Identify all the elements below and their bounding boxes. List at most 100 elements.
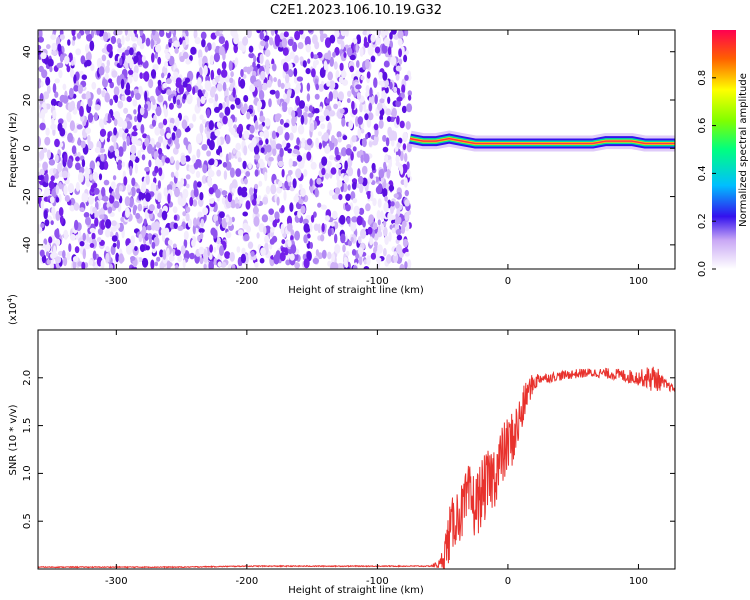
spectrogram-cell	[299, 30, 304, 35]
spectrogram-cell	[388, 231, 392, 242]
spectrogram-cell	[124, 128, 129, 134]
spectrogram-cell	[357, 116, 364, 125]
spectrogram-cell	[101, 186, 106, 197]
spectrogram-cell	[253, 55, 257, 63]
spectrogram-cell	[203, 263, 207, 269]
spectrogram-cell	[156, 256, 161, 262]
spectrogram-cell	[219, 152, 223, 158]
spectrogram-cell	[58, 69, 63, 79]
spectrogram-cell	[289, 253, 295, 261]
spectrogram-cell	[174, 187, 180, 198]
spectrogram-cell	[241, 106, 246, 115]
spectrogram-cell	[45, 127, 50, 136]
spectrogram-cell	[306, 233, 311, 239]
spectrogram-cell	[150, 69, 157, 79]
spectrogram-cell	[283, 122, 290, 128]
spectrogram-cell	[393, 193, 399, 199]
spectrogram-cell	[133, 109, 137, 115]
spectrogram-cell	[345, 204, 351, 212]
spectrogram-cell	[296, 76, 304, 82]
spectrogram-cell	[66, 251, 71, 261]
spectrogram-cell	[83, 212, 90, 218]
spectrogram-cell	[260, 147, 265, 154]
spectrogram-cell	[134, 163, 138, 174]
spectrogram-cell	[136, 122, 142, 130]
spectrogram-cell	[115, 252, 120, 263]
spectrogram-cell	[109, 81, 114, 89]
spectrogram-cell	[151, 101, 157, 111]
spectrogram-cell	[214, 106, 220, 113]
spectrogram-cell	[105, 228, 111, 238]
spectrogram-cell	[237, 157, 242, 163]
spectrogram-cell	[135, 212, 141, 220]
spectrogram-cell	[324, 173, 330, 179]
spectrogram-cell	[237, 186, 243, 196]
spectrogram-cell	[50, 175, 55, 182]
spectrogram-cell	[330, 262, 337, 269]
spectrogram-cell	[335, 163, 342, 169]
spectrogram-cell	[48, 159, 56, 166]
spectrogram-cell	[395, 154, 400, 164]
spectrogram-cell	[38, 44, 42, 51]
spectrogram-cell	[391, 107, 397, 118]
spectrogram-cell	[351, 216, 358, 223]
spectrogram-cell	[196, 77, 202, 87]
spectrogram-cell	[130, 256, 136, 261]
spectrogram-cell	[173, 214, 178, 221]
spectrogram-cell	[64, 195, 70, 202]
spectrogram-cell	[66, 65, 71, 73]
spectrogram-cell	[372, 197, 377, 207]
spectrogram-cell	[359, 47, 364, 57]
spectrogram-cell	[296, 107, 303, 118]
spectrogram-cell	[282, 62, 289, 72]
spectrogram-cell	[229, 83, 233, 92]
spectrogram-cell	[369, 172, 374, 179]
spectrogram-cell	[153, 151, 158, 161]
spectrogram-cell	[55, 238, 61, 246]
spectrogram-cell	[200, 218, 205, 227]
spectrogram-cell	[248, 143, 253, 151]
spectrogram-cell	[314, 187, 319, 198]
spectrogram-cell	[295, 95, 301, 106]
spectrogram-cell	[357, 168, 361, 178]
spectrogram-cell	[94, 217, 99, 227]
spectrogram-cell	[373, 77, 378, 88]
spectrogram-cell	[373, 241, 378, 247]
spectrogram-cell	[46, 259, 51, 265]
spectrogram-cell	[124, 49, 130, 56]
spectrogram-cell	[336, 131, 342, 138]
spectrogram-cell	[158, 208, 163, 216]
spectrogram-cell	[260, 70, 266, 81]
spectrogram-cell	[101, 90, 106, 98]
spectrogram-cell	[89, 227, 96, 233]
snr-panel: -300 -200 -100 0 100 0.5 1.0 1.5 2.0 Height of …	[6, 294, 676, 596]
spectrogram-cell	[88, 259, 94, 266]
spectrogram-cell	[303, 169, 308, 177]
spectrogram-cell	[73, 74, 77, 84]
spectrogram-cell	[270, 184, 277, 195]
spectrogram-cell	[157, 192, 162, 203]
spectrogram-cell	[147, 233, 153, 239]
spectrogram-cell	[228, 127, 233, 133]
spectrogram-cell	[283, 31, 289, 38]
spectrogram-cell	[304, 36, 311, 47]
spectrogram-cell	[172, 95, 177, 105]
spectrogram-cell	[360, 228, 367, 239]
spectrogram-cell	[268, 208, 275, 215]
spectrogram-cell	[296, 137, 300, 146]
spectrogram-cell	[111, 235, 118, 242]
spectrogram-cell	[363, 36, 368, 46]
spectrogram-cell	[215, 220, 219, 227]
spectrogram-cell	[190, 46, 197, 55]
spectrogram-cell	[75, 181, 80, 192]
spectrogram-cell	[334, 244, 341, 254]
spectrogram-cell	[330, 221, 335, 227]
spectrogram-cell	[158, 226, 162, 236]
spectrogram-cell	[385, 201, 389, 212]
spectrogram-cell	[382, 134, 387, 142]
spectrogram-cell	[333, 103, 338, 110]
spectrogram-cell	[380, 210, 384, 221]
spectrogram-cell	[396, 244, 402, 255]
spectrogram-cell	[404, 212, 410, 221]
spectrogram-cell	[189, 196, 194, 207]
